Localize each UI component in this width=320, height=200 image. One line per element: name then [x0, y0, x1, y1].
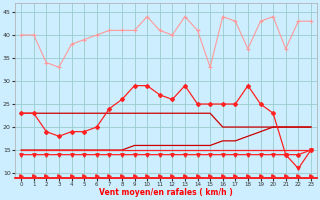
X-axis label: Vent moyen/en rafales ( km/h ): Vent moyen/en rafales ( km/h )	[99, 188, 233, 197]
